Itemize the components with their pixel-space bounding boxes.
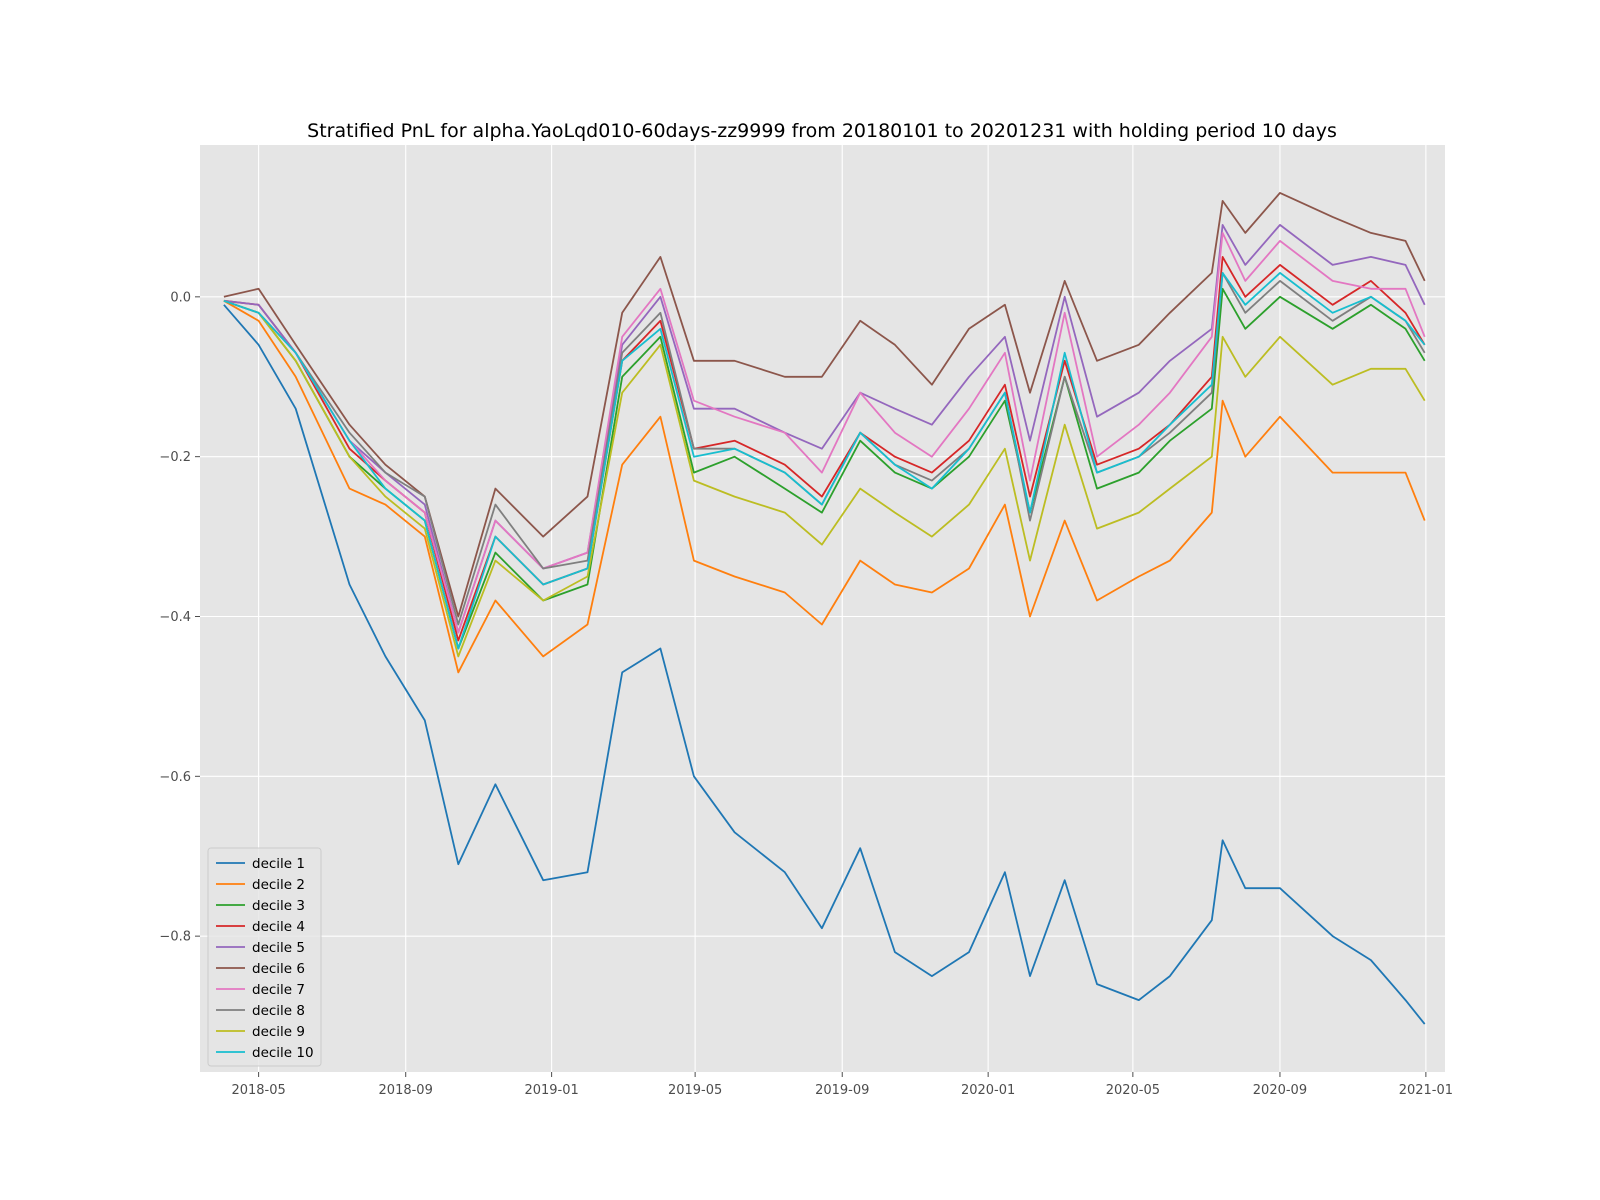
x-tick-label: 2020-09 [1253,1083,1307,1098]
x-tick-label: 2018-09 [379,1083,433,1098]
chart-title: Stratified PnL for alpha.YaoLqd010-60day… [307,120,1337,142]
y-tick-label: −0.4 [159,610,191,625]
legend-box [207,847,322,1067]
legend-label: decile 3 [252,898,305,914]
series-lines [223,192,1426,1025]
legend-label: decile 1 [252,856,305,872]
y-tick-label: −0.2 [159,450,191,465]
legend-label: decile 4 [252,919,305,935]
legend-label: decile 5 [252,940,305,956]
x-tick-label: 2019-01 [524,1083,578,1098]
legend: decile 1 decile 2 decile 3 decile 4 decile 5… [207,847,322,1067]
series-line-decile-1 [223,304,1426,1025]
x-tick-label: 2019-09 [815,1083,869,1098]
y-tick-label: 0.0 [170,290,191,305]
y-tick-label: −0.8 [159,930,191,945]
legend-label: decile 2 [252,877,305,893]
series-line-decile-7 [223,232,1426,634]
y-axis-ticks: 0.0 −0.2 −0.4 −0.6 −0.8 [159,290,200,945]
y-tick-label: −0.6 [159,770,191,785]
x-tick-label: 2020-05 [1106,1083,1160,1098]
x-tick-label: 2019-05 [668,1083,722,1098]
series-line-decile-2 [223,300,1426,674]
series-line-decile-6 [223,192,1426,618]
x-tick-label: 2020-01 [961,1083,1015,1098]
legend-label: decile 10 [252,1045,314,1061]
legend-label: decile 7 [252,982,305,998]
series-line-decile-9 [223,299,1426,658]
x-tick-label: 2018-05 [231,1083,285,1098]
series-line-decile-4 [223,255,1426,642]
series-line-decile-5 [223,224,1426,634]
x-tick-label: 2021-01 [1399,1083,1453,1098]
x-axis-ticks: 2018-05 2018-09 2019-01 2019-05 2019-09 2020-… [231,1072,1453,1098]
grid-lines [200,145,1445,1072]
legend-label: decile 8 [252,1003,305,1019]
series-line-decile-10 [223,272,1426,650]
legend-label: decile 9 [252,1024,305,1040]
legend-label: decile 6 [252,961,305,977]
